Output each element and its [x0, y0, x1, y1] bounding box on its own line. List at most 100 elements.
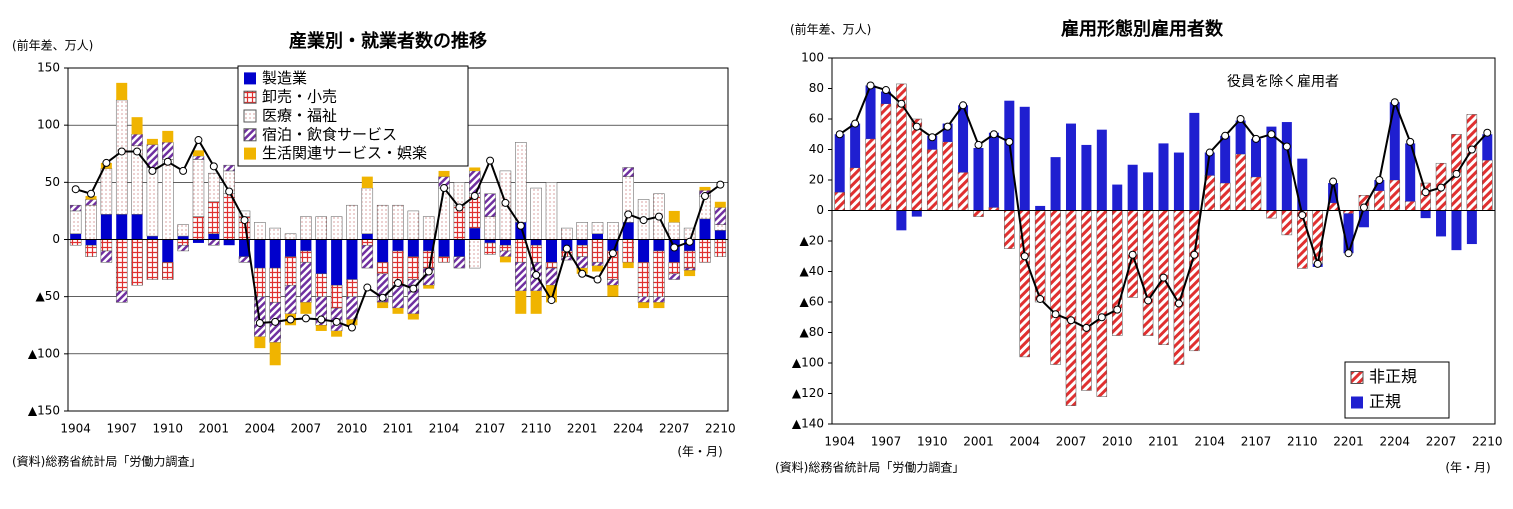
bar — [1158, 143, 1169, 211]
bar — [346, 319, 358, 326]
x-tick-label: 2101 — [383, 422, 414, 436]
x-tick-label: 2010 — [337, 422, 368, 436]
bar — [668, 262, 681, 275]
total-point — [700, 192, 709, 201]
total-point — [1282, 142, 1291, 151]
bar — [407, 279, 420, 315]
x-tick-label: 2204 — [613, 422, 644, 436]
bar — [988, 132, 999, 208]
total-point — [639, 216, 648, 225]
bar — [300, 239, 312, 251]
bar — [834, 134, 845, 193]
bar — [530, 187, 542, 240]
bar — [453, 239, 465, 257]
total-point — [866, 81, 875, 90]
bar — [177, 224, 189, 237]
bar — [515, 290, 527, 314]
bar — [607, 239, 619, 251]
bar — [115, 99, 128, 215]
total-point — [1375, 176, 1384, 184]
x-tick-label: 1910 — [152, 422, 183, 436]
total-point — [347, 323, 356, 332]
bar — [1219, 182, 1231, 211]
bar — [361, 244, 374, 269]
bar — [422, 216, 435, 240]
y-tick-label: ▲120 — [792, 386, 824, 400]
y-tick-label: 40 — [809, 142, 824, 156]
total-point — [486, 156, 495, 165]
bar — [545, 267, 558, 286]
bar — [285, 239, 297, 257]
bar — [1389, 102, 1400, 180]
bar — [162, 159, 174, 240]
bar — [146, 138, 158, 145]
bar — [1111, 210, 1123, 336]
bar — [637, 262, 650, 297]
total-point — [578, 269, 587, 278]
y-tick-label: 20 — [809, 173, 824, 187]
y-tick-label: 100 — [37, 118, 60, 132]
bar — [69, 204, 82, 212]
chart-title: 雇用形態別雇用者数 — [1061, 18, 1224, 40]
bar — [453, 256, 466, 269]
bar — [1405, 143, 1416, 202]
bar — [177, 244, 189, 252]
bar — [162, 239, 174, 263]
bar — [392, 284, 404, 309]
x-tick-label: 2104 — [1194, 435, 1225, 449]
total-point — [455, 203, 464, 212]
bar — [668, 222, 681, 240]
bar — [973, 210, 984, 217]
x-tick-label: 2001 — [199, 422, 230, 436]
bar — [300, 262, 312, 303]
bar — [469, 167, 481, 171]
bar — [545, 262, 558, 269]
x-tick-label: 2207 — [659, 422, 690, 436]
bar — [1266, 126, 1277, 211]
total-point — [928, 133, 937, 142]
y-tick-label: 80 — [809, 81, 824, 95]
total-point — [179, 166, 188, 175]
bar — [1004, 210, 1015, 249]
bar — [622, 167, 634, 177]
bar — [1297, 158, 1308, 211]
bar — [545, 239, 557, 263]
bar — [269, 227, 281, 240]
bar — [1374, 180, 1385, 191]
bar — [361, 233, 373, 240]
total-point — [1267, 130, 1276, 139]
x-tick-label: 2001 — [963, 435, 994, 449]
bar — [607, 222, 619, 240]
bar — [561, 227, 573, 240]
total-point — [670, 243, 679, 252]
bar — [1436, 210, 1447, 237]
bar — [131, 134, 143, 146]
y-tick-label: ▲100 — [792, 356, 824, 370]
bar — [927, 135, 938, 150]
total-point — [286, 315, 295, 324]
total-point — [1452, 169, 1461, 178]
y-tick-label: 60 — [809, 112, 824, 126]
total-point — [1144, 296, 1153, 305]
bar — [1420, 210, 1431, 219]
y-tick-label: 150 — [37, 61, 60, 75]
bar — [1466, 114, 1478, 211]
bar — [115, 290, 128, 303]
legend-box — [237, 65, 469, 167]
bar — [576, 256, 588, 269]
bar — [392, 308, 404, 314]
total-point — [424, 267, 433, 276]
x-tick-label: 1907 — [106, 422, 137, 436]
bar — [300, 250, 312, 263]
total-point — [1236, 115, 1245, 123]
bar — [223, 164, 235, 172]
bar — [284, 256, 297, 286]
total-point — [1082, 323, 1091, 332]
total-point — [240, 216, 249, 225]
bar — [484, 239, 496, 243]
y-tick-label: ▲60 — [800, 295, 825, 309]
bar — [407, 313, 419, 320]
total-point — [194, 136, 203, 145]
legend-swatch — [244, 147, 256, 160]
total-point — [1190, 250, 1199, 259]
